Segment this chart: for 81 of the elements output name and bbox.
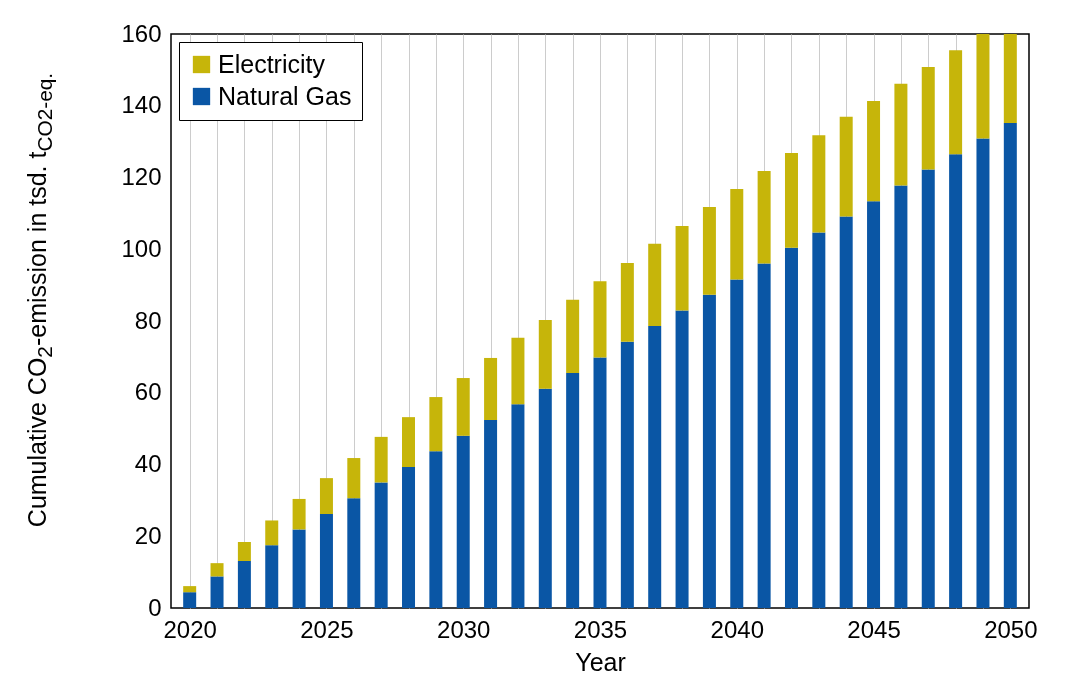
bar [347, 498, 361, 608]
x-tick-label: 2035 [573, 615, 628, 643]
bar [566, 299, 580, 374]
y-tick-label: 0 [148, 593, 162, 621]
bar [949, 154, 963, 608]
bar [757, 171, 771, 264]
bar [265, 545, 279, 608]
bar [675, 310, 689, 608]
bar [319, 514, 333, 608]
bar [292, 498, 306, 530]
bar [784, 247, 798, 608]
bar [620, 262, 634, 342]
bar [730, 188, 744, 280]
bar [347, 458, 361, 499]
bar [374, 436, 388, 483]
bar [429, 451, 443, 608]
bar [237, 541, 251, 561]
bar [456, 435, 470, 608]
x-tick-label: 2040 [710, 615, 764, 643]
bar [839, 216, 853, 608]
bar [730, 279, 744, 608]
legend-label: Natural Gas [218, 81, 352, 110]
bar [210, 563, 224, 577]
y-tick-label: 100 [121, 234, 162, 262]
bar [265, 520, 279, 546]
bar [648, 243, 662, 327]
bar [538, 388, 552, 608]
bar [319, 478, 333, 515]
bar [894, 83, 908, 186]
bar [921, 169, 935, 608]
bar [402, 417, 416, 468]
bar [593, 357, 607, 608]
bar [620, 341, 634, 608]
bar [484, 420, 498, 608]
x-tick-label: 2030 [437, 615, 491, 643]
bar [702, 294, 716, 608]
bar [976, 138, 990, 608]
bar [237, 561, 251, 608]
bar [921, 67, 935, 170]
bar [976, 34, 990, 139]
bar [429, 397, 443, 452]
bar [538, 319, 552, 389]
bar [784, 153, 798, 248]
bar [566, 373, 580, 608]
bar [183, 586, 197, 593]
bar [1003, 34, 1017, 123]
x-tick-label: 2045 [847, 615, 901, 643]
bar [1003, 122, 1017, 608]
y-tick-label: 80 [134, 306, 162, 334]
y-tick-label: 60 [134, 378, 162, 406]
legend-label: Electricity [218, 49, 326, 78]
bar [757, 263, 771, 608]
bar [812, 232, 826, 608]
bar [675, 225, 689, 311]
bar [511, 404, 525, 608]
bar [593, 281, 607, 358]
bar [210, 576, 224, 608]
x-tick-label: 2020 [163, 615, 217, 643]
y-tick-label: 20 [134, 521, 162, 549]
bar [374, 482, 388, 608]
bar [894, 185, 908, 608]
bar [484, 357, 498, 421]
y-tick-label: 40 [134, 450, 162, 477]
x-tick-label: 2025 [300, 615, 354, 643]
bar [648, 326, 662, 608]
bar [402, 467, 416, 608]
y-tick-label: 140 [121, 91, 162, 119]
bar [812, 135, 826, 233]
bar [511, 337, 525, 405]
bar [702, 206, 716, 295]
bar [839, 116, 853, 217]
bar [949, 50, 963, 155]
bar [456, 378, 470, 436]
x-tick-label: 2050 [984, 615, 1038, 643]
bar [867, 201, 881, 608]
bar [183, 592, 197, 608]
x-axis-title: Year [575, 647, 626, 676]
bar [867, 101, 881, 202]
y-tick-label: 120 [121, 163, 162, 190]
bar [292, 529, 306, 608]
y-tick-label: 160 [121, 19, 162, 47]
